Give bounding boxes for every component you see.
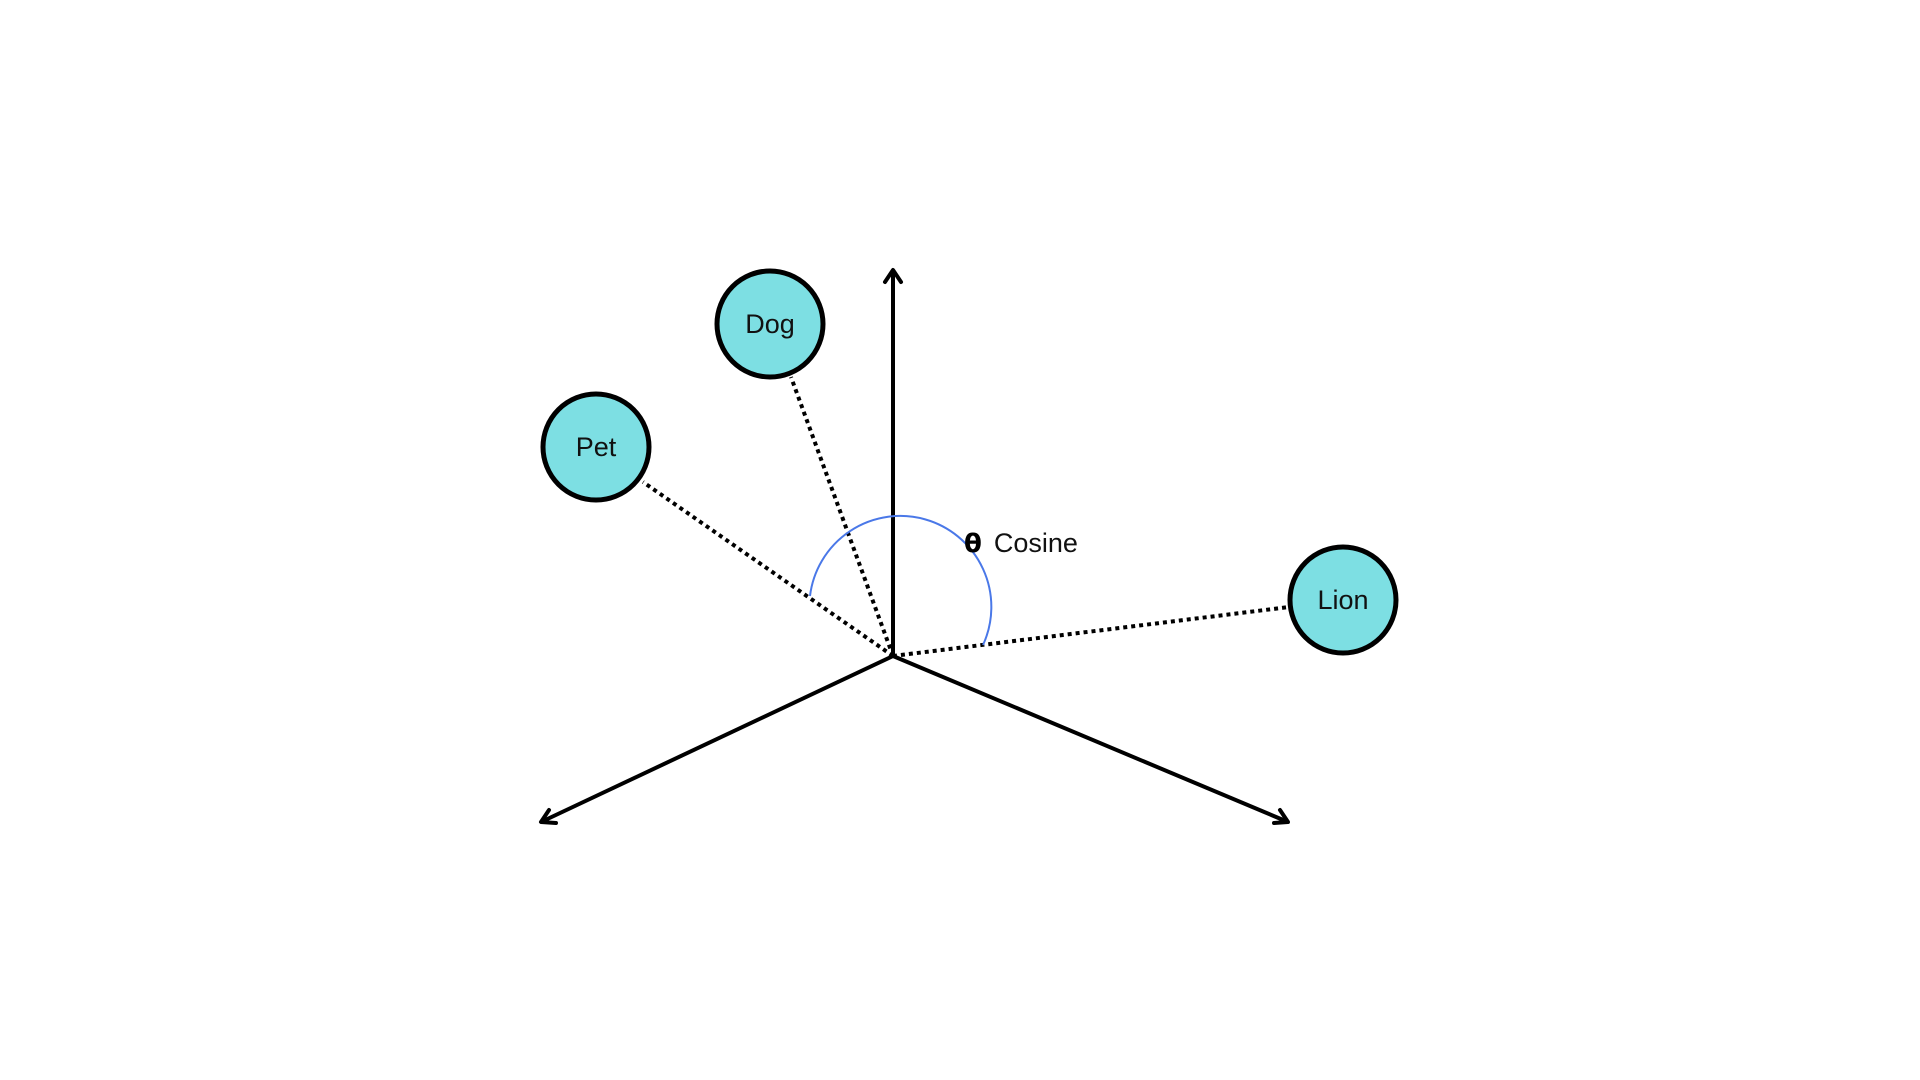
lower-right-axis	[892, 654, 1289, 824]
lower-left-axis-arrowhead	[539, 808, 558, 825]
axes	[539, 268, 1290, 825]
lower-right-axis-arrowhead	[1272, 808, 1290, 825]
vectors	[641, 376, 1290, 658]
angle-label: θ Cosine	[964, 528, 1078, 559]
angle-word: Cosine	[994, 528, 1078, 558]
node-pet-label: Pet	[576, 432, 617, 462]
node-pet: Pet	[540, 391, 652, 503]
lower-left-axis	[540, 654, 894, 824]
node-pet-circle	[540, 391, 652, 503]
angle-arc	[809, 514, 993, 646]
node-lion: Lion	[1287, 544, 1399, 656]
vector-lion	[892, 605, 1290, 658]
vector-pet	[641, 480, 895, 658]
vertical-axis-arrowhead	[883, 268, 903, 284]
theta-symbol: θ	[964, 529, 982, 559]
node-dog: Dog	[714, 268, 826, 380]
node-lion-label: Lion	[1317, 585, 1368, 615]
vector-dog	[789, 376, 895, 657]
node-lion-circle	[1287, 544, 1399, 656]
node-dog-label: Dog	[745, 309, 795, 339]
node-dog-circle	[714, 268, 826, 380]
